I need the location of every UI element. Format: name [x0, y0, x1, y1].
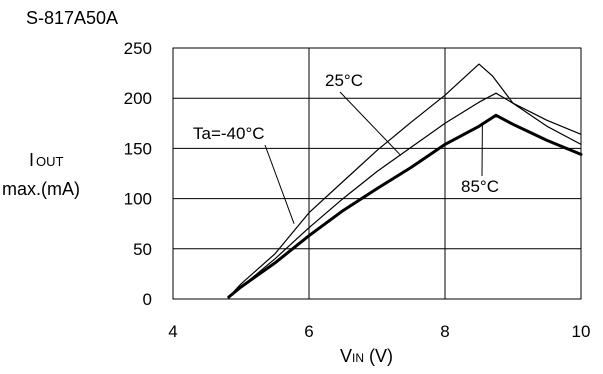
x-tick-label: 8	[440, 322, 449, 341]
x-axis-label: VIN (V)	[340, 346, 393, 366]
x-tick-label: 4	[168, 322, 177, 341]
annotation-25c: 25°C	[325, 71, 363, 90]
series-line-2	[227, 113, 583, 299]
y-tick-label: 200	[124, 89, 152, 108]
y-tick-label: 100	[124, 190, 152, 209]
series-lines	[227, 63, 583, 299]
series-line-1	[228, 92, 582, 298]
leader-25c	[339, 91, 402, 156]
y-tick-label: 150	[124, 139, 152, 158]
y-tick-label: 250	[124, 39, 152, 58]
y-axis-label-main: I	[29, 150, 34, 170]
chart-title: S-817A50A	[26, 8, 118, 28]
y-axis-label-line1: I OUT	[29, 150, 64, 170]
y-tick-label: 50	[133, 240, 152, 259]
annotation-85c: 85°C	[461, 177, 499, 196]
annotation-leaders	[264, 91, 483, 224]
y-tick-labels: 0 50 100 150 200 250	[124, 39, 152, 309]
y-axis-label-sub: OUT	[36, 154, 64, 169]
x-axis-label-sub: IN	[352, 351, 364, 365]
annotation-ta-minus40: Ta=-40°C	[193, 124, 265, 143]
annotation-box-ta-minus40	[190, 123, 270, 145]
annotation-box-25c	[322, 70, 374, 92]
x-axis-label-main: V	[340, 346, 352, 366]
y-axis-label-line2: max.(mA)	[2, 179, 80, 199]
annotation-backgrounds	[190, 70, 546, 198]
x-axis-label-unit: (V)	[364, 346, 393, 366]
plot-frame	[172, 47, 582, 300]
leader-ta-minus40	[264, 144, 295, 224]
annotation-labels: Ta=-40°C 25°C 85°C	[193, 71, 499, 196]
x-tick-label: 6	[304, 322, 313, 341]
x-tick-label: 10	[572, 322, 591, 341]
annotation-box-85c	[458, 176, 546, 198]
grid	[173, 48, 581, 299]
x-tick-labels: 4 6 8 10	[168, 322, 590, 341]
y-tick-label: 0	[143, 290, 152, 309]
